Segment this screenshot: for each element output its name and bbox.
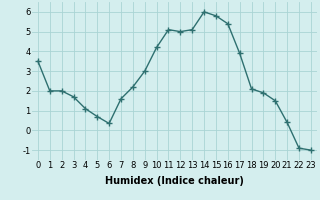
X-axis label: Humidex (Indice chaleur): Humidex (Indice chaleur)	[105, 176, 244, 186]
